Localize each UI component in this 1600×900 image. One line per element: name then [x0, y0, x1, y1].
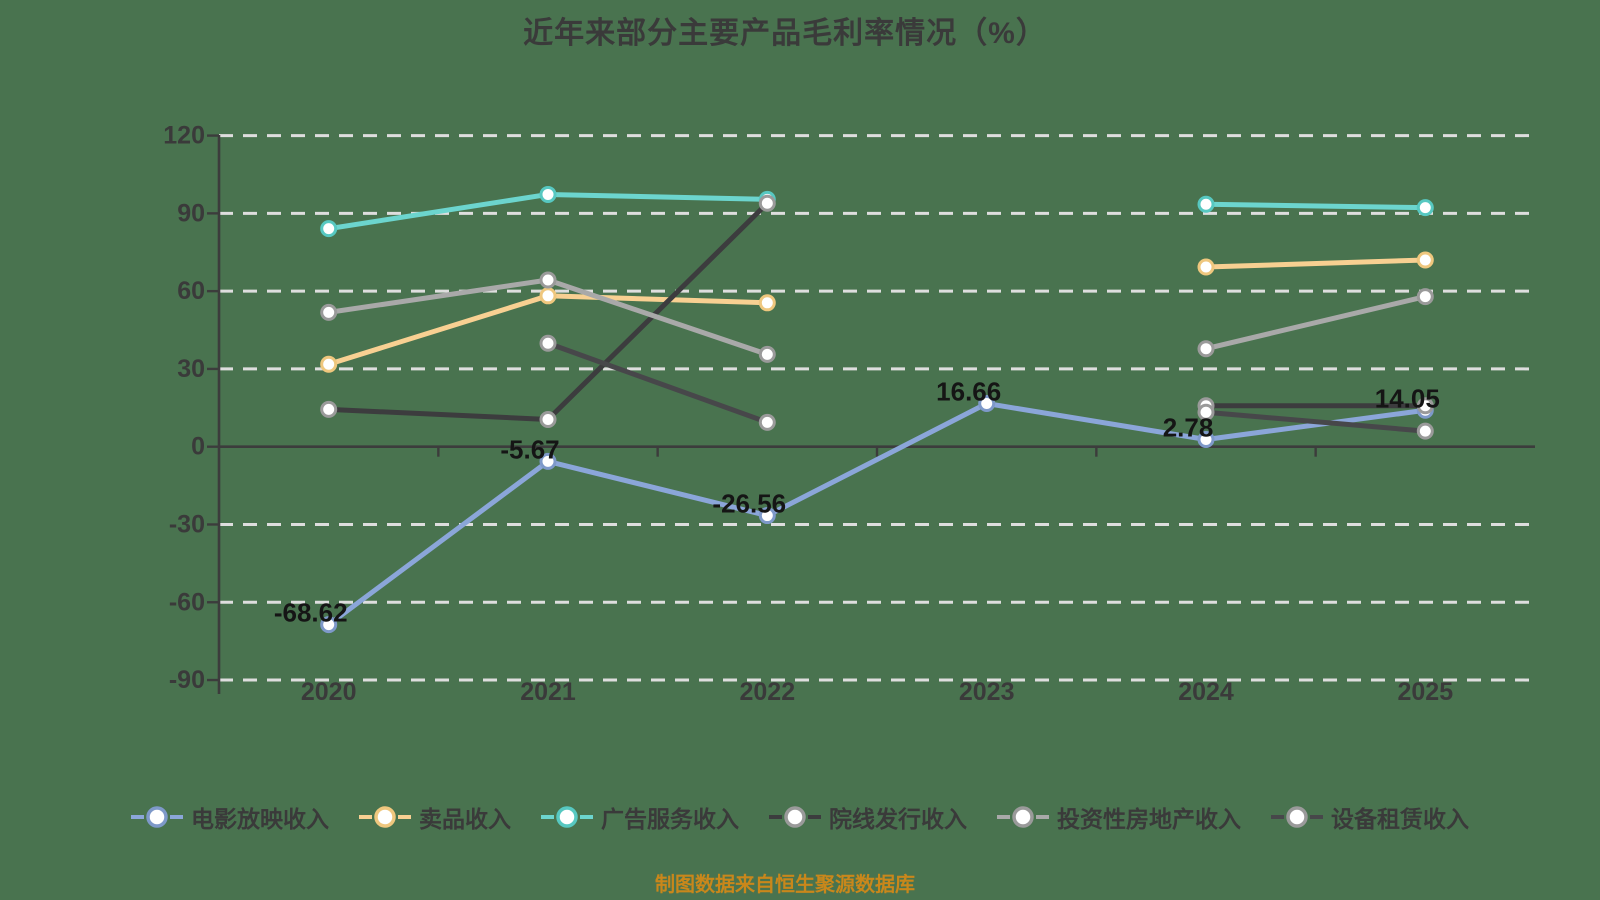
data-point [320, 220, 338, 238]
data-point [1416, 288, 1434, 306]
data-point [320, 355, 338, 373]
data-point [978, 395, 996, 413]
data-point [1197, 258, 1215, 276]
x-tick-label: 2021 [520, 678, 576, 706]
series-line [545, 340, 770, 425]
data-point [539, 410, 557, 428]
series-line [1203, 201, 1428, 211]
data-point [1416, 251, 1434, 269]
data-point [539, 271, 557, 289]
data-point [1416, 199, 1434, 217]
data-label: -68.62 [274, 598, 348, 628]
y-tick-label: 30 [177, 355, 205, 383]
data-point [758, 345, 776, 363]
legend-label: 电影放映收入 [191, 806, 329, 832]
x-tick-label: 2023 [959, 678, 1015, 706]
series-line [1203, 294, 1428, 352]
data-point [758, 507, 776, 525]
data-point [320, 616, 338, 634]
data-point [539, 185, 557, 203]
x-tick-label: 2020 [301, 678, 357, 706]
legend-label: 投资性房地产收入 [1057, 806, 1241, 832]
x-tick-label: 2022 [739, 678, 795, 706]
series-line [1203, 257, 1428, 270]
y-tick-label: 120 [163, 122, 205, 150]
data-point [1197, 340, 1215, 358]
series-4 [320, 271, 1434, 363]
legend-item-1: 卖品收入 [359, 800, 511, 834]
data-label: 2.78 [1163, 412, 1214, 442]
series-line [326, 200, 770, 422]
y-tick-label: 60 [177, 277, 205, 305]
series-0 [320, 395, 1434, 634]
y-tick-label: 90 [177, 199, 205, 227]
legend-label: 广告服务收入 [601, 806, 739, 832]
data-point [758, 194, 776, 212]
y-tick-label: -90 [169, 666, 205, 694]
y-tick-label: -30 [169, 510, 205, 538]
data-label: -5.67 [500, 434, 559, 464]
legend-marker-icon [541, 806, 593, 828]
series-5 [539, 334, 1434, 440]
legend-item-5: 设备租赁收入 [1271, 800, 1469, 834]
data-point [1197, 195, 1215, 213]
data-point [1197, 403, 1215, 421]
legend-label: 卖品收入 [419, 806, 511, 832]
series-1 [320, 251, 1434, 373]
data-label: 16.66 [936, 377, 1001, 407]
y-tick-label: -60 [169, 588, 205, 616]
data-point [539, 287, 557, 305]
series-line [326, 401, 1428, 628]
data-label: 14.05 [1375, 383, 1440, 413]
data-point [1416, 397, 1434, 415]
legend-marker-icon [769, 806, 821, 828]
legend-marker-icon [997, 806, 1049, 828]
legend-label: 设备租赁收入 [1331, 806, 1469, 832]
data-point [1416, 422, 1434, 440]
data-label: -26.56 [712, 489, 786, 519]
chart-legend: 电影放映收入 卖品收入 广告服务收入 院线发行收入 投资性房地产收入 设备租赁收入 [0, 800, 1600, 834]
data-source-note: 制图数据来自恒生聚源数据库 [655, 874, 915, 896]
chart-title: 近年来部分主要产品毛利率情况（%） [523, 17, 1047, 50]
x-tick-label: 2024 [1178, 678, 1234, 706]
data-point [758, 294, 776, 312]
legend-item-4: 投资性房地产收入 [997, 800, 1241, 834]
series-2 [320, 185, 1434, 238]
legend-marker-icon [359, 806, 411, 828]
legend-item-0: 电影放映收入 [131, 800, 329, 834]
data-point [1197, 430, 1215, 448]
data-point [539, 334, 557, 352]
data-point [539, 452, 557, 470]
legend-marker-icon [1271, 806, 1323, 828]
x-tick-label: 2025 [1397, 678, 1453, 706]
legend-item-3: 院线发行收入 [769, 800, 967, 834]
legend-marker-icon [131, 806, 183, 828]
y-tick-label: 0 [191, 433, 205, 461]
legend-item-2: 广告服务收入 [541, 800, 739, 834]
data-point [320, 400, 338, 418]
series-3 [320, 194, 1434, 428]
series-line [1203, 409, 1428, 434]
data-point [320, 303, 338, 321]
legend-label: 院线发行收入 [829, 806, 967, 832]
data-point [758, 413, 776, 431]
